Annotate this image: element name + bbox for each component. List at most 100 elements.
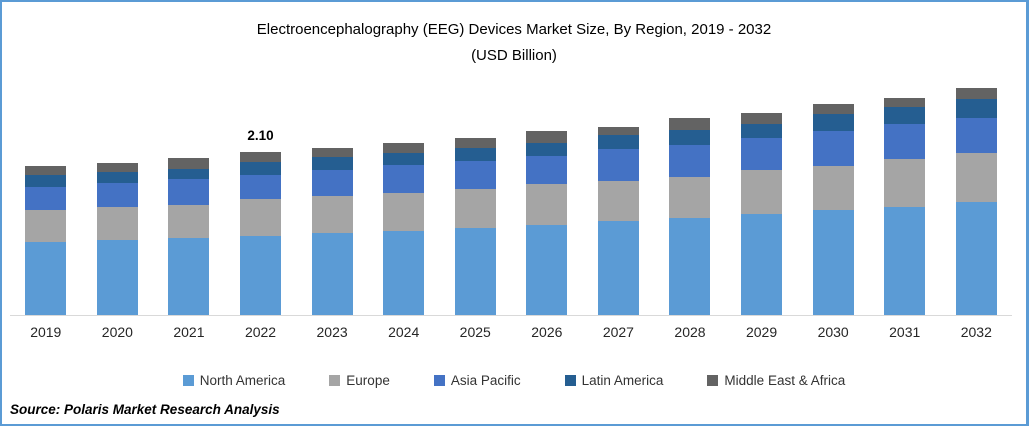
bar-segment-europe-2026	[526, 184, 568, 226]
bar-segment-north-america-2026	[526, 225, 568, 315]
bar-value-label-2022: 2.10	[247, 128, 274, 143]
bar-segment-north-america-2022	[240, 236, 282, 315]
bar-column-2028	[654, 82, 726, 315]
legend-swatch-icon-north-america	[182, 375, 194, 386]
bar-segment-middle-east-africa-2023	[311, 148, 353, 157]
bar-segment-europe-2024	[383, 192, 425, 231]
bar-segment-middle-east-africa-2019	[25, 166, 67, 175]
stacked-bar-2019	[25, 166, 67, 315]
bar-segment-middle-east-africa-2029	[741, 112, 783, 124]
bar-segment-middle-east-africa-2024	[383, 142, 425, 154]
x-axis-label-2032: 2032	[960, 324, 992, 340]
bar-segment-europe-2021	[168, 205, 210, 239]
stacked-bar-2028	[669, 118, 711, 315]
bar-segment-latin-america-2029	[741, 123, 783, 139]
bar-segment-europe-2030	[812, 166, 854, 211]
bar-segment-europe-2029	[741, 170, 783, 215]
bar-segment-latin-america-2021	[168, 168, 210, 180]
stacked-bar-2023	[311, 148, 353, 315]
bar-segment-europe-2027	[597, 180, 639, 222]
bar-segment-latin-america-2030	[812, 113, 854, 132]
x-axis-label-2028: 2028	[674, 324, 706, 340]
stacked-bar-2020	[96, 163, 138, 315]
legend-item-asia-pacific: Asia Pacific	[433, 373, 521, 388]
bar-segment-europe-2028	[669, 177, 711, 219]
bar-segment-north-america-2031	[884, 206, 926, 315]
bar-column-2020	[82, 82, 154, 315]
bar-segment-north-america-2030	[812, 210, 854, 315]
bar-column-2030	[797, 82, 869, 315]
chart-title-block: Electroencephalography (EEG) Devices Mar…	[2, 17, 1026, 69]
bar-segment-europe-2019	[25, 209, 67, 243]
bar-segment-asia-pacific-2020	[96, 182, 138, 207]
legend-label-latin-america: Latin America	[581, 373, 664, 388]
bar-segment-latin-america-2024	[383, 153, 425, 166]
x-axis-label-2019: 2019	[30, 324, 62, 340]
bar-segment-asia-pacific-2027	[597, 149, 639, 181]
bar-segment-asia-pacific-2019	[25, 187, 67, 210]
x-axis-label-2030: 2030	[817, 324, 849, 340]
legend-swatch-icon-asia-pacific	[433, 375, 445, 386]
bar-segment-asia-pacific-2021	[168, 179, 210, 206]
x-axis-label-2020: 2020	[101, 324, 133, 340]
bar-segment-north-america-2019	[25, 242, 67, 315]
bar-segment-latin-america-2032	[955, 98, 997, 118]
bar-segment-asia-pacific-2022	[240, 174, 282, 199]
bar-segment-middle-east-africa-2032	[955, 88, 997, 99]
bar-column-2019	[10, 82, 82, 315]
bar-segment-middle-east-africa-2026	[526, 131, 568, 143]
x-axis-label-2031: 2031	[889, 324, 921, 340]
bar-segment-north-america-2032	[955, 201, 997, 315]
legend-label-north-america: North America	[199, 373, 286, 388]
bar-segment-middle-east-africa-2025	[454, 138, 496, 148]
bar-segment-middle-east-africa-2028	[669, 118, 711, 130]
bar-segment-asia-pacific-2029	[741, 138, 783, 171]
bar-segment-asia-pacific-2024	[383, 165, 425, 193]
bar-segment-middle-east-africa-2022	[240, 152, 282, 162]
stacked-bar-2032	[955, 88, 997, 315]
bar-segment-north-america-2023	[311, 232, 353, 315]
bar-segment-europe-2020	[96, 206, 138, 240]
bar-segment-asia-pacific-2023	[311, 170, 353, 196]
bar-segment-north-america-2027	[597, 221, 639, 315]
bar-segment-europe-2022	[240, 198, 282, 236]
legend-swatch-icon-latin-america	[564, 375, 576, 386]
x-axis-labels: 2019 2020 2021 2022 2023 2024 2025 2026 2027 2028…	[10, 322, 1012, 342]
bar-column-2032	[941, 82, 1013, 315]
bar-segment-latin-america-2027	[597, 135, 639, 150]
x-axis-label-2029: 2029	[745, 324, 778, 340]
bar-segment-latin-america-2020	[96, 171, 138, 183]
stacked-bar-2024	[383, 142, 425, 315]
bar-segment-latin-america-2026	[526, 142, 568, 157]
stacked-bar-2031	[884, 97, 926, 315]
bar-segment-latin-america-2019	[25, 174, 67, 188]
bar-column-2029	[726, 82, 798, 315]
chart-subtitle: (USD Billion)	[471, 47, 557, 64]
source-note: Source: Polaris Market Research Analysis	[10, 402, 280, 417]
stacked-bar-2021	[168, 158, 210, 315]
bar-segment-asia-pacific-2031	[884, 124, 926, 160]
x-axis-label-2024: 2024	[388, 324, 420, 340]
x-axis-label-2027: 2027	[602, 324, 634, 340]
bar-segment-europe-2023	[311, 195, 353, 233]
legend-label-middle-east-africa: Middle East & Africa	[724, 373, 846, 388]
bar-segment-north-america-2028	[669, 218, 711, 315]
legend-label-europe: Europe	[346, 373, 390, 388]
legend-swatch-icon-europe	[329, 375, 341, 386]
stacked-bar-2030	[812, 104, 854, 315]
bar-column-2025	[439, 82, 511, 315]
legend-item-latin-america: Latin America	[564, 373, 664, 388]
x-axis-label-2022: 2022	[244, 324, 277, 340]
bar-segment-latin-america-2025	[454, 147, 496, 161]
bar-segment-europe-2025	[454, 189, 496, 229]
legend-label-asia-pacific: Asia Pacific	[450, 373, 521, 388]
stacked-bar-2027	[597, 126, 639, 315]
bar-segment-north-america-2025	[454, 228, 496, 315]
bar-segment-north-america-2029	[741, 214, 783, 315]
bar-column-2027	[583, 82, 655, 315]
x-axis-label-2021: 2021	[173, 324, 205, 340]
bar-segment-europe-2031	[884, 159, 926, 207]
bar-segment-asia-pacific-2030	[812, 131, 854, 167]
x-axis-label-2025: 2025	[459, 324, 491, 340]
